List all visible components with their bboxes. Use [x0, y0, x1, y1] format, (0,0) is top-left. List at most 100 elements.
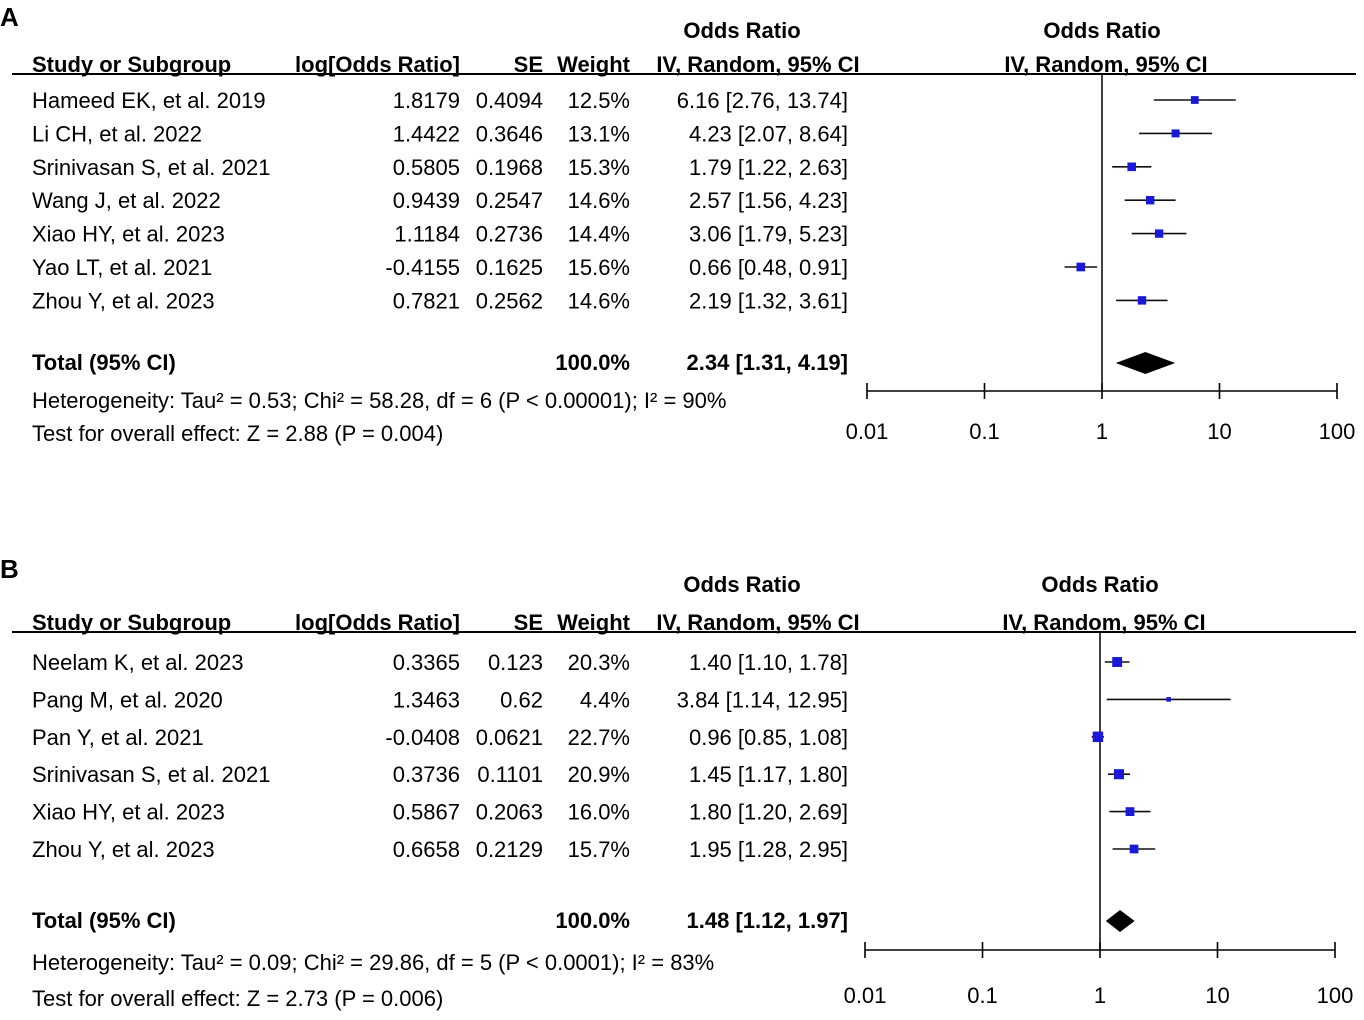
study-logor: 0.3736: [393, 762, 460, 787]
study-name: Li CH, et al. 2022: [32, 121, 202, 146]
odds-ratio-plot-header: Odds Ratio: [1041, 572, 1158, 597]
study-logor: 0.7821: [393, 288, 460, 313]
study-se: 0.2129: [476, 837, 543, 862]
study-point-square: [1112, 657, 1123, 667]
study-point-square: [1171, 129, 1180, 138]
odds-ratio-group-header: Odds Ratio: [683, 572, 800, 597]
ci-column-header: IV, Random, 95% CI: [656, 610, 859, 635]
study-point-square: [1137, 296, 1147, 305]
study-name: Pang M, et al. 2020: [32, 687, 223, 712]
logor-column-header: log[Odds Ratio]: [295, 52, 460, 77]
forest-panel-a: A Odds Ratio Odds Ratio Study or Subgroup lo…: [0, 2, 1356, 446]
heterogeneity-text: Heterogeneity: Tau² = 0.09; Chi² = 29.86…: [32, 950, 714, 975]
study-point-square: [1125, 807, 1135, 816]
study-ci: 1.79 [1.22, 2.63]: [689, 155, 848, 180]
x-axis-tick-label: 100: [1317, 983, 1354, 1008]
study-point-square: [1127, 162, 1137, 172]
study-name: Srinivasan S, et al. 2021: [32, 155, 270, 180]
x-axis-tick-label: 0.01: [846, 419, 889, 444]
x-axis-tick-label: 1: [1096, 419, 1108, 444]
study-name: Xiao HY, et al. 2023: [32, 222, 225, 247]
study-logor: -0.4155: [385, 255, 460, 280]
study-name: Zhou Y, et al. 2023: [32, 288, 215, 313]
study-name: Neelam K, et al. 2023: [32, 650, 244, 675]
study-ci: 3.84 [1.14, 12.95]: [677, 687, 848, 712]
overall-effect-text: Test for overall effect: Z = 2.88 (P = 0…: [32, 421, 443, 446]
weight-column-header: Weight: [557, 610, 631, 635]
study-point-square: [1113, 769, 1124, 780]
forest-panel-b: B Odds Ratio Odds Ratio Study or Subgroup lo…: [0, 554, 1356, 1011]
total-label: Total (95% CI): [32, 908, 176, 933]
odds-ratio-plot-header: Odds Ratio: [1043, 18, 1160, 43]
panel-label: A: [0, 2, 19, 32]
study-logor: 0.3365: [393, 650, 460, 675]
study-weight: 13.1%: [568, 121, 630, 146]
x-axis-tick-label: 10: [1207, 419, 1231, 444]
study-point-square: [1145, 195, 1155, 205]
ci-column-header: IV, Random, 95% CI: [656, 52, 859, 77]
study-weight: 12.5%: [568, 88, 630, 113]
study-se: 0.2736: [476, 222, 543, 247]
x-axis-tick-label: 10: [1205, 983, 1229, 1008]
study-name: Yao LT, et al. 2021: [32, 255, 212, 280]
total-weight: 100.0%: [555, 350, 630, 375]
study-ci: 1.40 [1.10, 1.78]: [689, 650, 848, 675]
study-ci: 1.95 [1.28, 2.95]: [689, 837, 848, 862]
se-column-header: SE: [514, 610, 543, 635]
study-name: Hameed EK, et al. 2019: [32, 88, 266, 113]
study-logor: 1.8179: [393, 88, 460, 113]
x-axis-tick-label: 0.1: [969, 419, 1000, 444]
study-se: 0.1101: [477, 762, 543, 787]
study-weight: 20.9%: [568, 762, 630, 787]
study-ci: 0.96 [0.85, 1.08]: [689, 725, 848, 750]
panel-label: B: [0, 554, 19, 584]
study-weight: 14.4%: [568, 222, 630, 247]
study-weight: 15.3%: [568, 155, 630, 180]
pooled-estimate-diamond: [1105, 910, 1135, 932]
study-weight: 22.7%: [568, 725, 630, 750]
study-weight: 20.3%: [568, 650, 630, 675]
se-column-header: SE: [514, 52, 543, 77]
pooled-estimate-diamond: [1115, 352, 1176, 374]
study-se: 0.0621: [476, 725, 543, 750]
study-column-header: Study or Subgroup: [32, 52, 231, 77]
total-label: Total (95% CI): [32, 350, 176, 375]
overall-effect-text: Test for overall effect: Z = 2.73 (P = 0…: [32, 986, 443, 1011]
study-ci: 2.57 [1.56, 4.23]: [689, 188, 848, 213]
total-weight: 100.0%: [555, 908, 630, 933]
total-ci: 1.48 [1.12, 1.97]: [687, 908, 848, 933]
study-name: Zhou Y, et al. 2023: [32, 837, 215, 862]
study-se: 0.62: [500, 687, 543, 712]
study-logor: 0.9439: [393, 188, 460, 213]
study-ci: 1.80 [1.20, 2.69]: [689, 800, 848, 825]
study-point-square: [1190, 96, 1199, 104]
study-logor: 1.3463: [393, 687, 460, 712]
plot-ci-column-header: IV, Random, 95% CI: [1002, 610, 1205, 635]
study-point-square: [1129, 844, 1139, 854]
study-se: 0.2063: [476, 800, 543, 825]
study-ci: 6.16 [2.76, 13.74]: [677, 88, 848, 113]
x-axis-tick-label: 0.01: [844, 983, 887, 1008]
study-se: 0.1968: [476, 155, 543, 180]
total-ci: 2.34 [1.31, 4.19]: [687, 350, 848, 375]
study-se: 0.4094: [476, 88, 543, 113]
study-se: 0.2547: [476, 188, 543, 213]
study-logor: 0.5805: [393, 155, 460, 180]
study-ci: 4.23 [2.07, 8.64]: [689, 121, 848, 146]
study-se: 0.2562: [476, 288, 543, 313]
x-axis-tick-label: 100: [1319, 419, 1356, 444]
study-logor: 1.4422: [393, 121, 460, 146]
study-weight: 15.6%: [568, 255, 630, 280]
weight-column-header: Weight: [557, 52, 631, 77]
odds-ratio-group-header: Odds Ratio: [683, 18, 800, 43]
heterogeneity-text: Heterogeneity: Tau² = 0.53; Chi² = 58.28…: [32, 388, 726, 413]
study-weight: 4.4%: [580, 687, 630, 712]
study-logor: -0.0408: [385, 725, 460, 750]
x-axis-tick-label: 1: [1094, 983, 1106, 1008]
study-point-square: [1076, 262, 1086, 272]
study-weight: 14.6%: [568, 288, 630, 313]
study-weight: 14.6%: [568, 188, 630, 213]
study-name: Xiao HY, et al. 2023: [32, 800, 225, 825]
study-se: 0.123: [488, 650, 543, 675]
